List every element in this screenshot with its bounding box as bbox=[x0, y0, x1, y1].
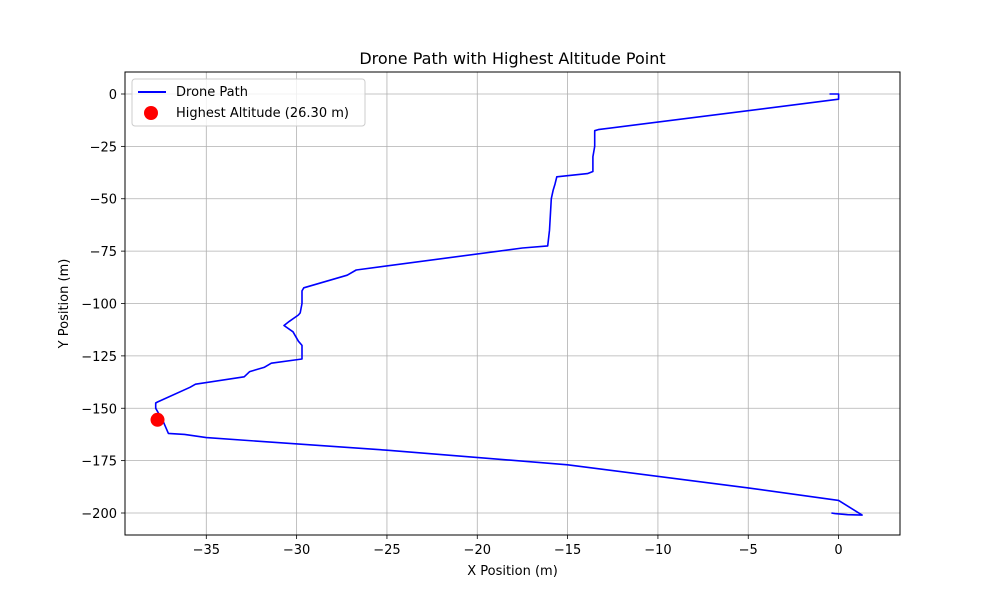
y-tick-label: −75 bbox=[90, 245, 117, 260]
highest-altitude-point bbox=[150, 412, 165, 427]
y-tick-label: −175 bbox=[81, 455, 117, 470]
x-axis-label: X Position (m) bbox=[467, 564, 558, 579]
series-group bbox=[154, 93, 863, 516]
legend-label-drone-path: Drone Path bbox=[176, 85, 248, 100]
x-tick-label: −25 bbox=[373, 543, 400, 558]
y-tick-label: −25 bbox=[90, 140, 117, 155]
x-tick-label: −35 bbox=[193, 543, 220, 558]
legend: Drone Path Highest Altitude (26.30 m) bbox=[131, 78, 366, 127]
y-tick-label: 0 bbox=[109, 88, 117, 103]
x-tick-label: −10 bbox=[644, 543, 671, 558]
y-tick-label: −125 bbox=[81, 350, 117, 365]
legend-box bbox=[131, 78, 366, 127]
y-axis-label: Y Position (m) bbox=[57, 259, 72, 350]
x-tick-label: −30 bbox=[283, 543, 310, 558]
plot-frame bbox=[124, 71, 901, 536]
x-tick-label: −20 bbox=[464, 543, 491, 558]
chart-title: Drone Path with Highest Altitude Point bbox=[359, 49, 665, 68]
x-tick-label: −15 bbox=[554, 543, 581, 558]
y-tick-label: −200 bbox=[81, 507, 117, 522]
x-tick-label: 0 bbox=[834, 543, 842, 558]
x-tick-label: −5 bbox=[739, 543, 758, 558]
y-tick-label: −100 bbox=[81, 298, 117, 313]
legend-dot-marker bbox=[144, 106, 158, 120]
highlight-point-group bbox=[150, 412, 165, 427]
legend-label-highest-altitude: Highest Altitude (26.30 m) bbox=[176, 106, 349, 121]
grid bbox=[125, 72, 900, 535]
y-tick-label: −50 bbox=[90, 193, 117, 208]
y-tick-label: −150 bbox=[81, 402, 117, 417]
ticks-group: −35 −30 −25 −20 −15 −10 −5 00−25−50−75−100−125−… bbox=[81, 88, 842, 558]
drone-path-line bbox=[154, 93, 863, 516]
